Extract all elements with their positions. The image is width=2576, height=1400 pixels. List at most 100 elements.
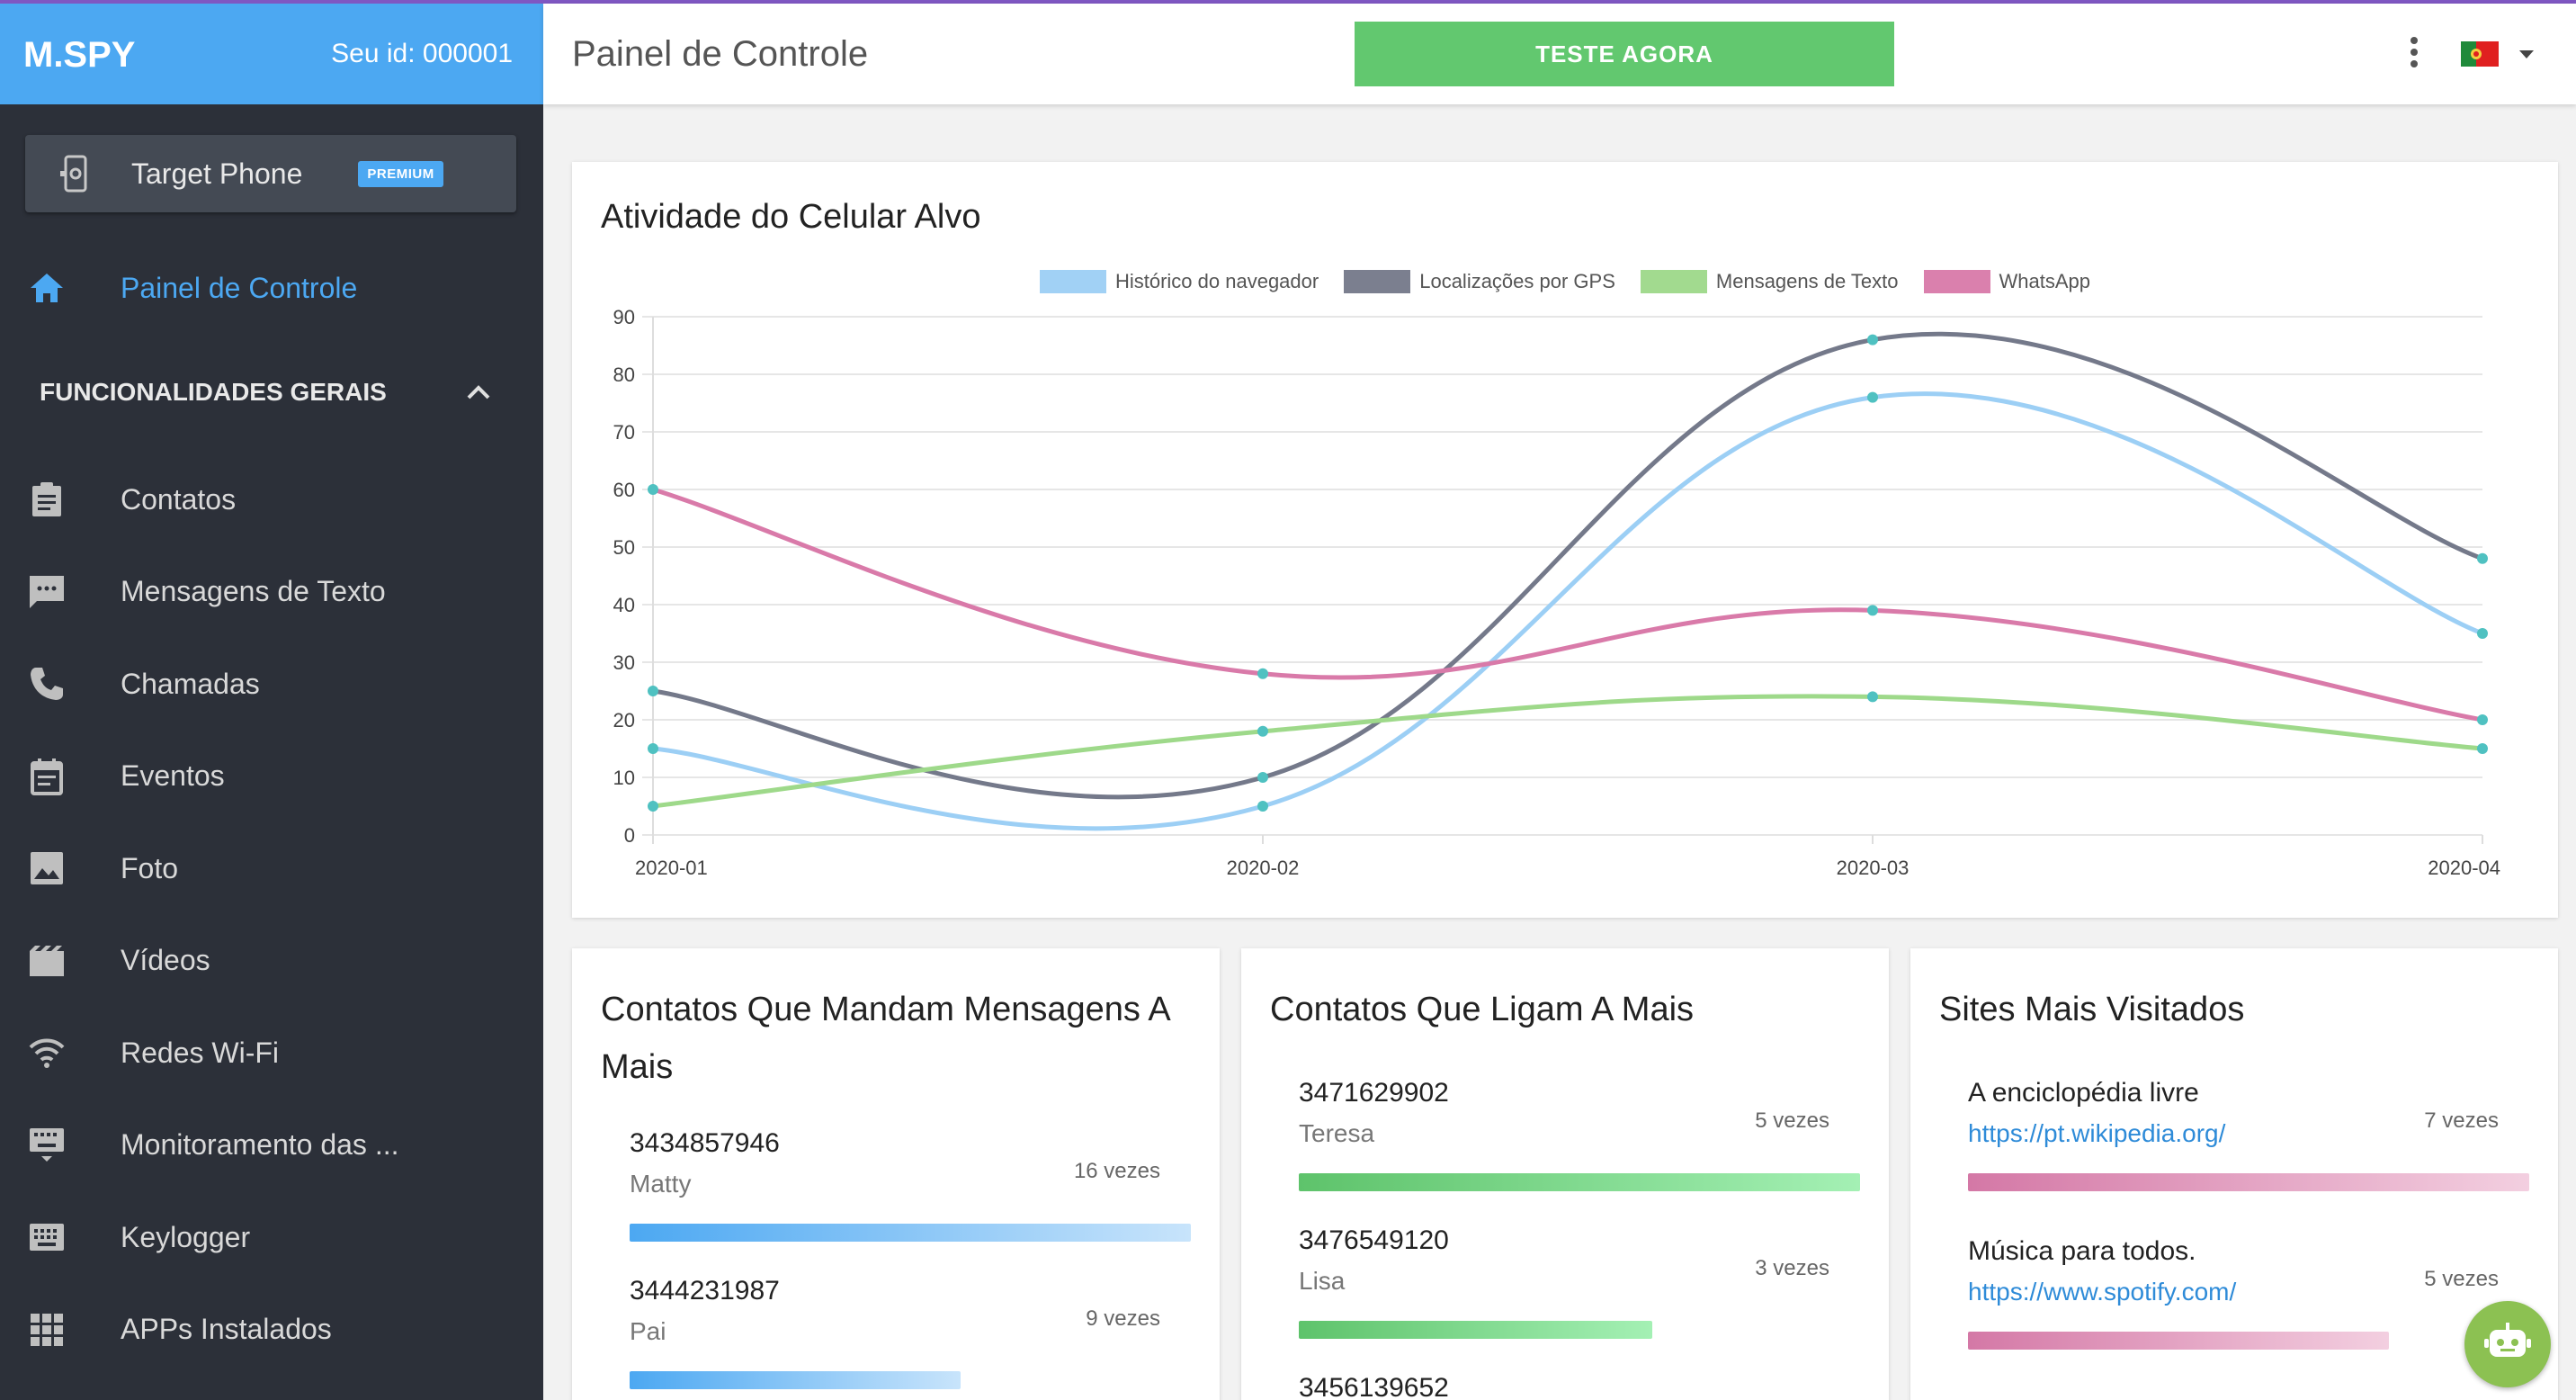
data-point [648,686,658,696]
data-point [648,484,658,495]
data-point [1257,801,1268,812]
chart-title: Atividade do Celular Alvo [601,198,981,236]
sidebar-item-label: Chamadas [121,667,260,700]
legend-item[interactable]: WhatsApp [1923,270,2091,293]
sidebar-item-label: Monitoramento das ... [121,1128,399,1162]
y-tick-label: 20 [613,709,635,731]
data-point [2477,743,2488,754]
data-point [1257,725,1268,737]
top-accent-line [0,0,2576,4]
count-bar [1968,1332,2389,1350]
keyboard-icon [27,1217,67,1257]
site-link[interactable]: https://www.spotify.com/ [1968,1278,2237,1306]
count-bar [1299,1321,1653,1339]
target-phone-selector[interactable]: Target Phone PREMIUM [25,135,516,212]
chat-bot-button[interactable] [2464,1301,2551,1387]
y-tick-label: 40 [613,594,635,616]
section-label: FUNCIONALIDADES GERAIS [40,378,387,406]
contact-number: 3471629902 [1299,1078,1449,1108]
x-tick-label: 2020-02 [1227,857,1300,879]
list-item[interactable]: Música para todos. https://www.spotify.c… [1968,1236,2529,1350]
activity-chart-card: Atividade do Celular Alvo Histórico do n… [572,162,2558,918]
chevron-up-icon[interactable] [459,372,498,412]
most-visited-sites-card: Sites Mais Visitados A enciclopédia livr… [1910,948,2558,1400]
image-icon [27,848,67,888]
data-point [1257,772,1268,783]
calendar-icon [27,757,67,796]
site-title: A enciclopédia livre [1968,1078,2199,1108]
data-point [2477,714,2488,725]
series-line [652,331,2483,800]
brand-logo[interactable]: M.SPY [23,34,140,74]
activity-line-chart: 0 10 20 30 40 50 60 70 80 90 2020-01 2020-02 2020-03… [613,306,2500,879]
clipboard-icon [27,480,67,519]
legend-label: Localizações por GPS [1419,270,1615,292]
sidebar-item-label: Redes Wi-Fi [121,1036,280,1069]
legend-swatch [1344,270,1411,293]
apps-grid-icon [27,1310,67,1350]
sidebar-item-wifi[interactable]: Redes Wi-Fi [0,1007,543,1099]
sidebar-item-label: Eventos [121,759,225,793]
count-label: 7 vezes [2424,1108,2499,1133]
site-link[interactable]: https://pt.wikipedia.org/ [1968,1119,2226,1147]
sidebar-item-monitoramento[interactable]: Monitoramento das ... [0,1099,543,1192]
user-id: Seu id: 000001 [331,39,513,68]
sidebar-item-foto[interactable]: Foto [0,822,543,915]
top-header: Painel de Controle TESTE AGORA [543,4,2576,104]
brand-bar: M.SPY Seu id: 000001 [0,4,543,104]
portugal-flag-icon[interactable] [2461,41,2499,67]
premium-badge: PREMIUM [358,160,443,187]
try-now-button[interactable]: TESTE AGORA [1355,22,1894,86]
legend-label: Histórico do navegador [1114,270,1319,292]
target-phone-label: Target Phone [131,157,303,190]
y-tick-label: 50 [613,536,635,559]
series-line [652,391,2483,831]
count-label: 5 vezes [1755,1108,1829,1133]
card-title: Sites Mais Visitados [1939,991,2245,1028]
data-point [2477,552,2488,564]
sidebar-item-apps[interactable]: APPs Instalados [0,1284,543,1377]
list-item[interactable]: 3471629902 Teresa 5 vezes [1299,1078,1860,1191]
section-funcionalidades-gerais[interactable]: FUNCIONALIDADES GERAIS [40,372,498,412]
sidebar-item-videos[interactable]: Vídeos [0,915,543,1008]
list-item[interactable]: 3476549120 Lisa 3 vezes [1299,1225,1860,1339]
sidebar-item-mensagens[interactable]: Mensagens de Texto [0,546,543,639]
y-tick-label: 80 [613,363,635,386]
count-bar [630,1371,962,1389]
contact-number: 3456139652 [1299,1373,1449,1400]
sidebar: M.SPY Seu id: 000001 Target Phone PREMIU… [0,4,543,1400]
page-title: Painel de Controle [572,33,869,74]
sidebar-item-label: Vídeos [121,944,210,977]
sidebar-item-chamadas[interactable]: Chamadas [0,638,543,731]
x-tick-label: 2020-03 [1837,857,1910,879]
legend-item[interactable]: Histórico do navegador [1039,270,1319,293]
y-tick-label: 60 [613,479,635,501]
list-item[interactable]: 3456139652 [1299,1373,1860,1400]
data-point [1867,391,1878,403]
list-item[interactable]: 3434857946 Matty 16 vezes [630,1128,1191,1242]
contact-name: Teresa [1299,1119,1375,1147]
list-item[interactable]: A enciclopédia livre https://pt.wikipedi… [1968,1078,2529,1191]
chevron-down-icon[interactable] [2518,49,2535,65]
series-line [652,694,2483,809]
brand-wordmark: M.SPY [23,35,136,74]
legend-item[interactable]: Localizações por GPS [1344,270,1615,293]
y-tick-label: 70 [613,421,635,444]
card-title: Contatos Que Ligam A Mais [1270,991,1695,1028]
list-item[interactable]: 3444231987 Pai 9 vezes [630,1276,1191,1389]
sidebar-item-keylogger[interactable]: Keylogger [0,1191,543,1284]
legend-label: WhatsApp [1999,270,2091,292]
data-point [648,743,658,754]
phone-icon [27,664,67,704]
sidebar-item-painel[interactable]: Painel de Controle [0,245,543,331]
y-tick-label: 0 [624,824,635,847]
legend-swatch [1039,270,1106,293]
sidebar-item-eventos[interactable]: Eventos [0,731,543,823]
count-label: 3 vezes [1755,1256,1829,1280]
data-point [1867,691,1878,703]
y-tick-label: 30 [613,651,635,674]
legend-item[interactable]: Mensagens de Texto [1640,270,1899,293]
series-line [652,487,2483,722]
more-vert-icon[interactable] [2409,36,2419,73]
sidebar-item-contatos[interactable]: Contatos [0,453,543,546]
